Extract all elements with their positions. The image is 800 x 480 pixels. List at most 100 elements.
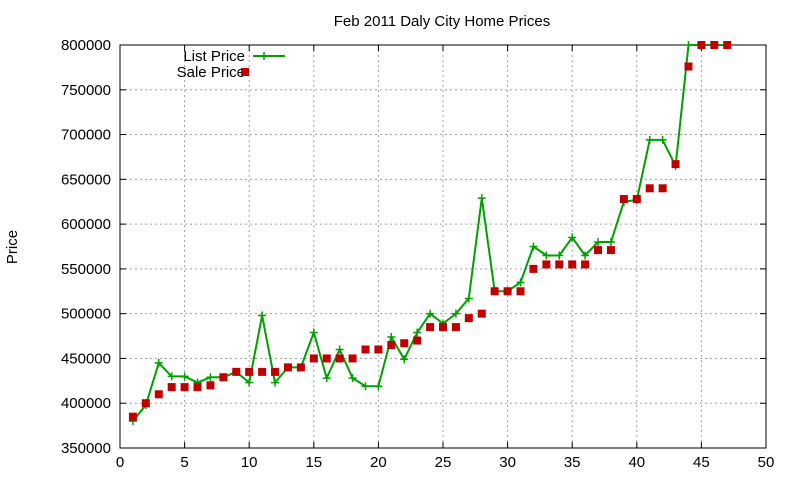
data-point (684, 62, 693, 71)
x-tick-label: 10 (241, 454, 258, 471)
data-point (413, 336, 422, 345)
data-point (193, 383, 202, 392)
y-tick-label: 650000 (61, 171, 111, 188)
data-point (309, 354, 318, 363)
data-point (464, 314, 473, 323)
series-layer (128, 41, 732, 426)
x-tick-label: 25 (435, 454, 452, 471)
legend-swatch-marker (241, 68, 249, 76)
data-point (658, 135, 667, 144)
data-point (723, 41, 732, 49)
data-point (322, 354, 331, 363)
data-point (555, 260, 564, 269)
x-tick-label: 15 (305, 454, 322, 471)
data-point (658, 184, 667, 193)
data-point (671, 160, 680, 169)
data-point (374, 382, 383, 391)
y-tick-label: 500000 (61, 306, 111, 323)
data-point (426, 323, 435, 332)
series-sale-price (128, 41, 732, 421)
data-point (271, 367, 280, 376)
data-point (645, 135, 654, 144)
data-point (180, 372, 189, 381)
data-point (335, 345, 344, 354)
legend-label-sale-price: Sale Price (177, 64, 245, 81)
data-point (581, 260, 590, 269)
axis-ticks: 0 5 10 15 20 25 30 35 40 45 50 350000 400000 450000 50… (61, 37, 774, 471)
data-point (374, 345, 383, 354)
data-point (128, 412, 137, 421)
y-tick-label: 700000 (61, 127, 111, 144)
data-point (348, 374, 357, 383)
data-point (451, 309, 460, 318)
data-point (348, 354, 357, 363)
x-tick-label: 5 (180, 454, 188, 471)
data-point (684, 41, 693, 49)
data-point (581, 251, 590, 260)
data-point (387, 341, 396, 350)
data-point (529, 264, 538, 273)
x-tick-label: 35 (564, 454, 581, 471)
data-point (594, 246, 603, 255)
data-point (568, 233, 577, 242)
data-point (245, 378, 254, 387)
data-point (606, 246, 615, 255)
data-point (542, 251, 551, 260)
data-point (232, 367, 241, 376)
data-point (258, 367, 267, 376)
data-point (283, 363, 292, 372)
data-point (258, 311, 267, 320)
data-point (271, 378, 280, 387)
data-point (710, 41, 719, 49)
y-tick-label: 750000 (61, 82, 111, 99)
data-point (361, 382, 370, 391)
grid-lines (120, 45, 766, 448)
x-tick-label: 20 (370, 454, 387, 471)
data-point (529, 242, 538, 251)
y-tick-label: 350000 (61, 440, 111, 457)
x-tick-label: 50 (758, 454, 775, 471)
data-point (180, 383, 189, 392)
data-point (335, 354, 344, 363)
data-point (167, 372, 176, 381)
data-point (245, 367, 254, 376)
legend-label-list-price: List Price (183, 48, 245, 65)
data-point (645, 184, 654, 193)
y-tick-label: 450000 (61, 350, 111, 367)
x-tick-label: 40 (628, 454, 645, 471)
data-point (309, 328, 318, 337)
data-point (594, 238, 603, 247)
data-point (477, 309, 486, 318)
y-tick-label: 600000 (61, 216, 111, 233)
data-point (154, 390, 163, 399)
chart-title: Feb 2011 Daly City Home Prices (334, 13, 550, 30)
data-point (400, 339, 409, 348)
y-tick-label: 550000 (61, 261, 111, 278)
data-point (555, 251, 564, 260)
data-point (503, 287, 512, 296)
data-point (426, 309, 435, 318)
data-point (477, 194, 486, 203)
data-point (361, 345, 370, 354)
data-point (400, 355, 409, 364)
data-point (167, 383, 176, 392)
legend-swatch-marker (260, 52, 268, 60)
series-line-list-price (132, 44, 728, 422)
data-point (542, 260, 551, 269)
data-point (387, 332, 396, 341)
data-point (219, 373, 228, 382)
data-point (439, 323, 447, 332)
x-tick-label: 45 (693, 454, 710, 471)
y-tick-label: 800000 (61, 37, 111, 54)
data-point (141, 399, 150, 408)
data-point (206, 373, 215, 382)
data-point (451, 323, 460, 332)
series-list-price (128, 41, 732, 426)
data-point (516, 278, 525, 287)
data-point (413, 328, 422, 337)
data-point (464, 294, 473, 303)
data-point (322, 374, 331, 383)
